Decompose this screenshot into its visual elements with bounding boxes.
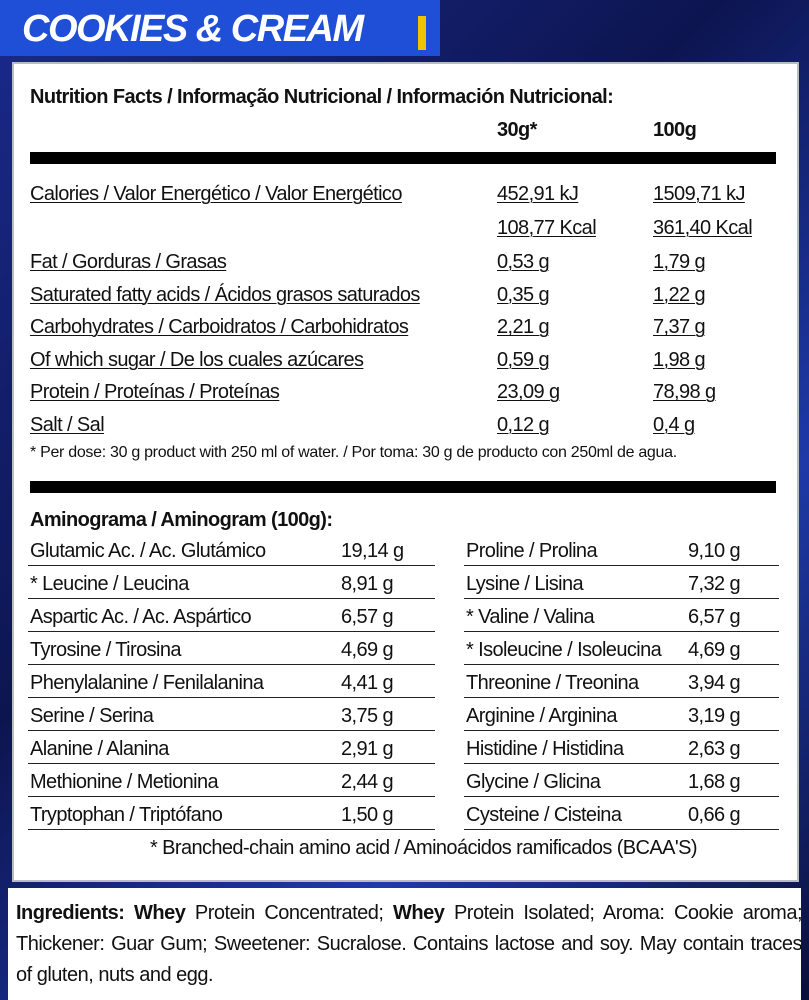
amino-value: 3,94 g xyxy=(688,672,741,694)
row-rule xyxy=(28,631,435,632)
amino-label: Threonine / Treonina xyxy=(466,672,639,694)
amino-label: Phenylalanine / Fenilalanina xyxy=(30,672,264,694)
amino-label: Glutamic Ac. / Ac. Glutámico xyxy=(30,540,266,562)
row-value: 108,77 Kcal xyxy=(497,217,597,239)
amino-value: 2,63 g xyxy=(688,738,741,760)
amino-label: Lysine / Lisina xyxy=(466,573,584,595)
row-rule xyxy=(464,565,779,566)
row-value: 0,35 g xyxy=(497,283,550,306)
row-rule xyxy=(28,730,435,731)
amino-label: Glycine / Glicina xyxy=(466,771,601,793)
amino-value: 8,91 g xyxy=(341,573,394,595)
row-rule xyxy=(464,598,779,599)
ingredients-segment: Protein Isolated; Aroma: Cookie aroma; T… xyxy=(16,902,808,986)
amino-label: Aspartic Ac. / Ac. Aspártico xyxy=(30,606,252,628)
amino-value: 6,57 g xyxy=(341,606,394,628)
row-rule xyxy=(28,796,435,797)
amino-value: 9,10 g xyxy=(688,540,741,562)
row-value: 23,09 g xyxy=(497,381,560,404)
row-rule xyxy=(464,730,779,731)
row-rule xyxy=(28,598,435,599)
ingredients-segment: Whey xyxy=(134,902,195,924)
nutrition-panel xyxy=(12,62,799,882)
amino-value: 7,32 g xyxy=(688,573,741,595)
amino-label: * Isoleucine / Isoleucina xyxy=(466,639,662,661)
amino-label: Proline / Prolina xyxy=(466,540,598,562)
row-value: 0,53 g xyxy=(497,251,550,273)
footnote: * Per dose: 30 g product with 250 ml of … xyxy=(30,444,677,461)
row-rule xyxy=(28,763,435,764)
amino-value: 0,66 g xyxy=(688,804,741,826)
ingredients-segment: Protein Concentrated; xyxy=(194,902,394,924)
row-rule xyxy=(28,565,435,566)
amino-value: 6,57 g xyxy=(688,606,741,628)
amino-label: * Valine / Valina xyxy=(466,606,595,628)
amino-label: Cysteine / Cisteina xyxy=(466,804,622,826)
amino-label: Tyrosine / Tirosina xyxy=(30,639,181,661)
row-label: Protein / Proteínas / Proteínas xyxy=(30,381,280,404)
amino-label: Histidine / Histidina xyxy=(466,738,624,760)
row-label: Saturated fatty acids / Ácidos grasos sa… xyxy=(30,283,420,306)
row-value: 1,79 g xyxy=(653,251,706,273)
row-label: Of which sugar / De los cuales azúcares xyxy=(30,348,364,371)
header-title: COOKIES & CREAM xyxy=(22,8,364,50)
row-value: 78,98 g xyxy=(653,381,716,404)
column-header: 30g* xyxy=(497,119,537,141)
row-rule xyxy=(464,763,779,764)
amino-value: 3,75 g xyxy=(341,705,394,727)
divider-bar xyxy=(30,481,776,493)
amino-value: 4,69 g xyxy=(688,639,741,661)
amino-value: 2,44 g xyxy=(341,771,394,793)
amino-value: 19,14 g xyxy=(341,540,404,562)
row-value: 1509,71 kJ xyxy=(653,183,745,205)
column-header: 100g xyxy=(653,119,697,141)
row-label: Fat / Gorduras / Grasas xyxy=(30,251,227,273)
row-value: 2,21 g xyxy=(497,316,550,339)
ingredients-segment: Whey xyxy=(393,902,454,924)
amino-label: Arginine / Arginina xyxy=(466,705,618,727)
row-rule xyxy=(464,829,779,830)
row-label: Carbohydrates / Carboidratos / Carbohidr… xyxy=(30,316,409,339)
row-rule xyxy=(28,697,435,698)
row-rule xyxy=(464,697,779,698)
divider-bar xyxy=(30,152,776,164)
amino-value: 1,68 g xyxy=(688,771,741,793)
row-label: Salt / Sal xyxy=(30,414,105,436)
amino-value: 4,41 g xyxy=(341,672,394,694)
amino-value: 1,50 g xyxy=(341,804,394,826)
row-value: 0,4 g xyxy=(653,414,695,436)
row-value: 452,91 kJ xyxy=(497,183,579,205)
row-rule xyxy=(28,664,435,665)
header-band xyxy=(0,0,440,56)
amino-footnote: * Branched-chain amino acid / Aminoácido… xyxy=(150,837,697,859)
row-value: 7,37 g xyxy=(653,316,706,339)
amino-label: Alanine / Alanina xyxy=(30,738,169,760)
amino-label: * Leucine / Leucina xyxy=(30,573,189,595)
row-rule xyxy=(28,829,435,830)
ingredients-text: Ingredients: Whey Protein Concentrated; … xyxy=(16,898,803,991)
amino-label: Methionine / Metionina xyxy=(30,771,219,793)
amino-label: Tryptophan / Triptófano xyxy=(30,804,223,826)
aminogram-title: Aminograma / Aminogram (100g): xyxy=(30,509,333,531)
amino-value: 2,91 g xyxy=(341,738,394,760)
nutrition-title: Nutrition Facts / Informação Nutricional… xyxy=(30,86,614,108)
row-value: 1,98 g xyxy=(653,348,706,371)
row-value: 0,12 g xyxy=(497,414,550,436)
amino-value: 4,69 g xyxy=(341,639,394,661)
row-value: 361,40 Kcal xyxy=(653,217,753,239)
row-value: 1,22 g xyxy=(653,283,706,306)
row-rule xyxy=(464,631,779,632)
header-accent xyxy=(418,16,426,50)
amino-label: Serine / Serina xyxy=(30,705,154,727)
ingredients-segment: Ingredients: xyxy=(16,902,135,924)
row-label: Calories / Valor Energético / Valor Ener… xyxy=(30,183,402,205)
row-value: 0,59 g xyxy=(497,348,550,371)
ingredients-panel xyxy=(8,888,801,1000)
row-rule xyxy=(464,796,779,797)
row-rule xyxy=(464,664,779,665)
amino-value: 3,19 g xyxy=(688,705,741,727)
